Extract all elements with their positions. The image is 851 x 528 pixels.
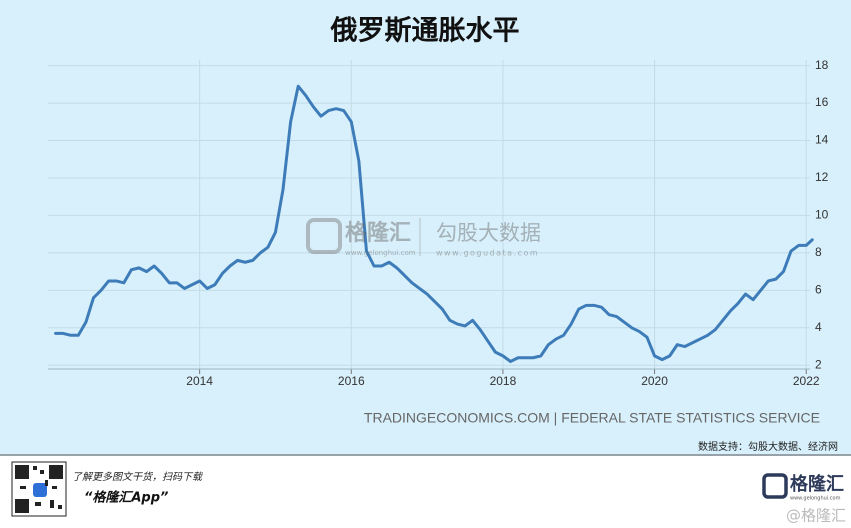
qr-finder (15, 465, 29, 479)
source: TRADINGECONOMICS.COM | FEDERAL STATE STA… (364, 410, 820, 426)
line-series (54, 84, 814, 364)
x-tick-label: 2018 (490, 374, 517, 388)
watermark-brand: 格隆汇 (345, 220, 411, 246)
footer-logo-icon (762, 473, 788, 499)
y-tick-label: 10 (815, 208, 829, 222)
watermark-logo (306, 218, 342, 254)
footer-handle: @格隆汇 (786, 507, 846, 525)
footer-band (0, 456, 851, 528)
x-tick-label: 2020 (641, 374, 668, 388)
footer-promo: 了解更多图文干货，扫码下载 (72, 471, 204, 483)
y-tick-label: 12 (815, 170, 829, 184)
footer-app: “格隆汇App” (84, 490, 168, 506)
qr-finder (15, 499, 29, 513)
x-tick-label: 2014 (186, 374, 213, 388)
chart-title: 俄罗斯通胀水平 (330, 16, 520, 47)
footer-logo-url: www.gelonghui.com (790, 496, 841, 502)
x-tick-label: 2016 (338, 374, 365, 388)
y-tick-label: 14 (815, 133, 829, 147)
y-tick-label: 2 (815, 357, 822, 371)
y-tick-label: 6 (815, 283, 822, 297)
qr-code (11, 461, 67, 517)
y-tick-label: 16 (815, 95, 829, 109)
y-tick-label: 4 (815, 320, 822, 334)
plot: 2 4 6 8 10 12 14 16 18 2014 2016 2018 2020 2022 (48, 58, 829, 388)
y-tick-label: 18 (815, 58, 829, 72)
watermark-partner-url: www.gogudata.com (436, 249, 539, 258)
y-tick-label: 8 (815, 245, 822, 259)
watermark-partner: 勾股大数据 (436, 221, 541, 245)
watermark-url: www.gelonghui.com (345, 249, 416, 257)
footer-logo: 格隆汇 (790, 473, 844, 495)
qr-dots (20, 466, 62, 509)
qr-logo (33, 483, 47, 497)
qr-finder (49, 465, 63, 479)
x-tick-label: 2022 (793, 374, 820, 388)
watermark: 格隆汇 www.gelonghui.com 勾股大数据 www.gogudata… (306, 218, 541, 258)
data-support: 数据支持：勾股大数据、经济网 (698, 440, 838, 453)
